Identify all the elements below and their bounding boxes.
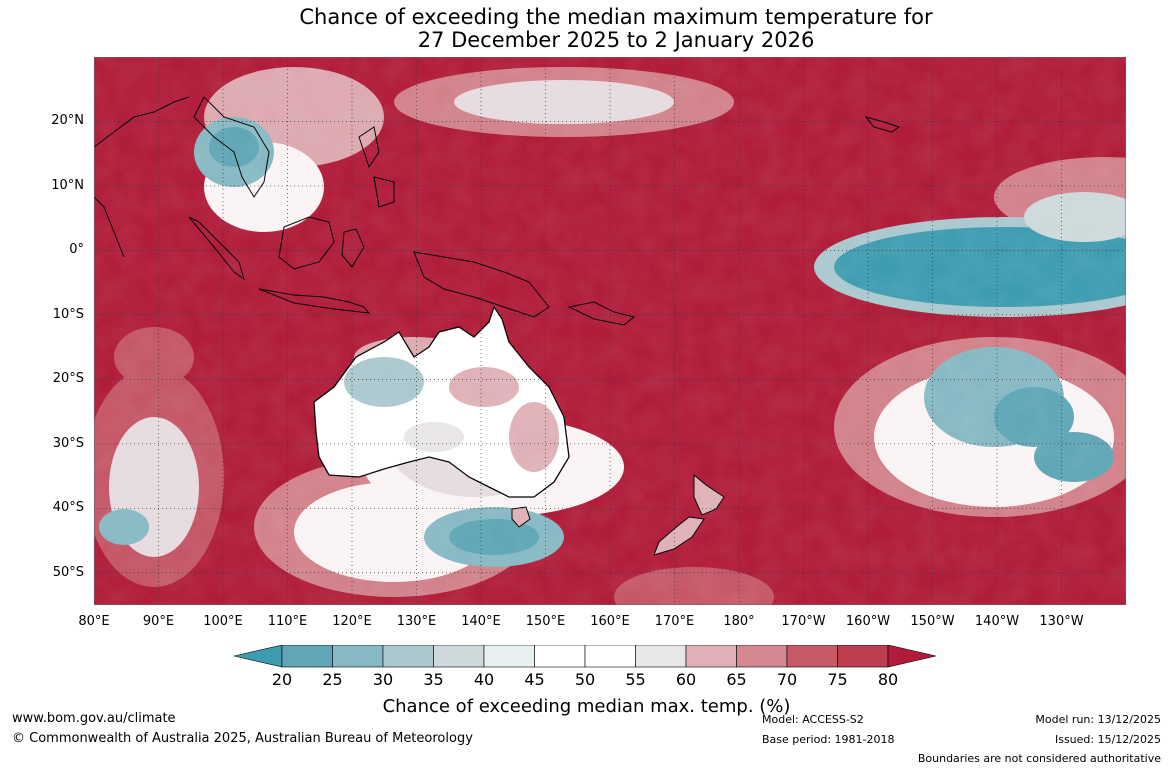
model-name: Model: ACCESS-S2 [762, 713, 864, 726]
lat-tick-label: 0° [69, 242, 84, 258]
probability-map [94, 57, 1126, 605]
colorbar-segment [584, 645, 636, 668]
lon-tick-label: 170°W [781, 614, 826, 629]
colorbar-label: Chance of exceeding median max. temp. (%… [382, 696, 791, 717]
lon-tick-label: 140°E [461, 614, 501, 629]
lon-tick-label: 170°E [654, 614, 695, 629]
colorbar-tick: 55 [625, 670, 646, 689]
colorbar [234, 645, 937, 668]
boundary-disclaimer: Boundaries are not considered authoritat… [917, 752, 1161, 765]
noise-texture [94, 57, 1126, 605]
colorbar-tick: 45 [524, 670, 545, 689]
map-title-line-2: 27 December 2025 to 2 January 2026 [417, 28, 815, 52]
colorbar-segment [685, 645, 737, 668]
colorbar-tick: 30 [372, 670, 394, 689]
colorbar-tick: 70 [776, 670, 798, 689]
issued-date: Issued: 15/12/2025 [1054, 733, 1161, 746]
lon-tick-label: 120°E [332, 614, 372, 629]
lat-tick-label: 40°S [52, 500, 84, 516]
colorbar-under-triangle [234, 645, 283, 668]
copyright-text: © Commonwealth of Australia 2025, Austra… [12, 731, 473, 746]
colorbar-tick: 20 [271, 670, 293, 689]
colorbar-tick: 35 [423, 670, 444, 689]
lon-tick-label: 90°E [142, 614, 175, 629]
colorbar-segment [433, 645, 485, 668]
lat-tick-label: 30°S [52, 435, 84, 451]
map-canvas [94, 57, 1126, 605]
colorbar-segment [382, 645, 434, 668]
lon-tick-label: 150°W [910, 614, 955, 629]
lon-tick-label: 140°W [974, 614, 1020, 629]
lat-tick-label: 50°S [52, 564, 84, 580]
lat-tick-label: 10°N [51, 177, 84, 193]
colorbar-tick: 25 [322, 670, 343, 689]
lon-tick-label: 130°E [396, 614, 437, 629]
colorbar-tick: 40 [473, 670, 495, 689]
colorbar-over-triangle [887, 645, 937, 668]
lon-tick-label: 80°E [78, 614, 110, 629]
colorbar-tick: 50 [574, 670, 596, 689]
map-title-line-1: Chance of exceeding the median maximum t… [299, 5, 933, 29]
colorbar-segment [837, 645, 889, 668]
colorbar-tick: 75 [827, 670, 848, 689]
colorbar-tick: 80 [877, 670, 899, 689]
colorbar-segment [534, 645, 586, 668]
colorbar-segment [281, 645, 333, 668]
model-run-date: Model run: 13/12/2025 [1035, 713, 1161, 726]
colorbar-segment [635, 645, 687, 668]
colorbar-segment [736, 645, 788, 668]
lon-tick-label: 100°E [203, 614, 243, 629]
lon-tick-label: 110°E [267, 614, 308, 629]
colorbar-segment [786, 645, 838, 668]
graticule [94, 57, 1126, 605]
lat-tick-label: 10°S [52, 306, 84, 322]
lon-tick-label: 160°W [845, 614, 891, 629]
colorbar-tick: 65 [726, 670, 747, 689]
colorbar-segment [483, 645, 535, 668]
website-text: www.bom.gov.au/climate [12, 711, 176, 726]
map-frame [94, 57, 1126, 605]
lon-tick-label: 160°E [590, 614, 630, 629]
colorbar-tick: 60 [675, 670, 697, 689]
lat-tick-label: 20°N [51, 113, 84, 129]
lon-tick-label: 180° [723, 614, 755, 629]
base-period: Base period: 1981-2018 [762, 733, 895, 746]
lon-tick-label: 130°W [1039, 614, 1084, 629]
lon-tick-label: 150°E [525, 614, 566, 629]
lat-tick-label: 20°S [52, 371, 84, 387]
colorbar-segment [332, 645, 384, 668]
